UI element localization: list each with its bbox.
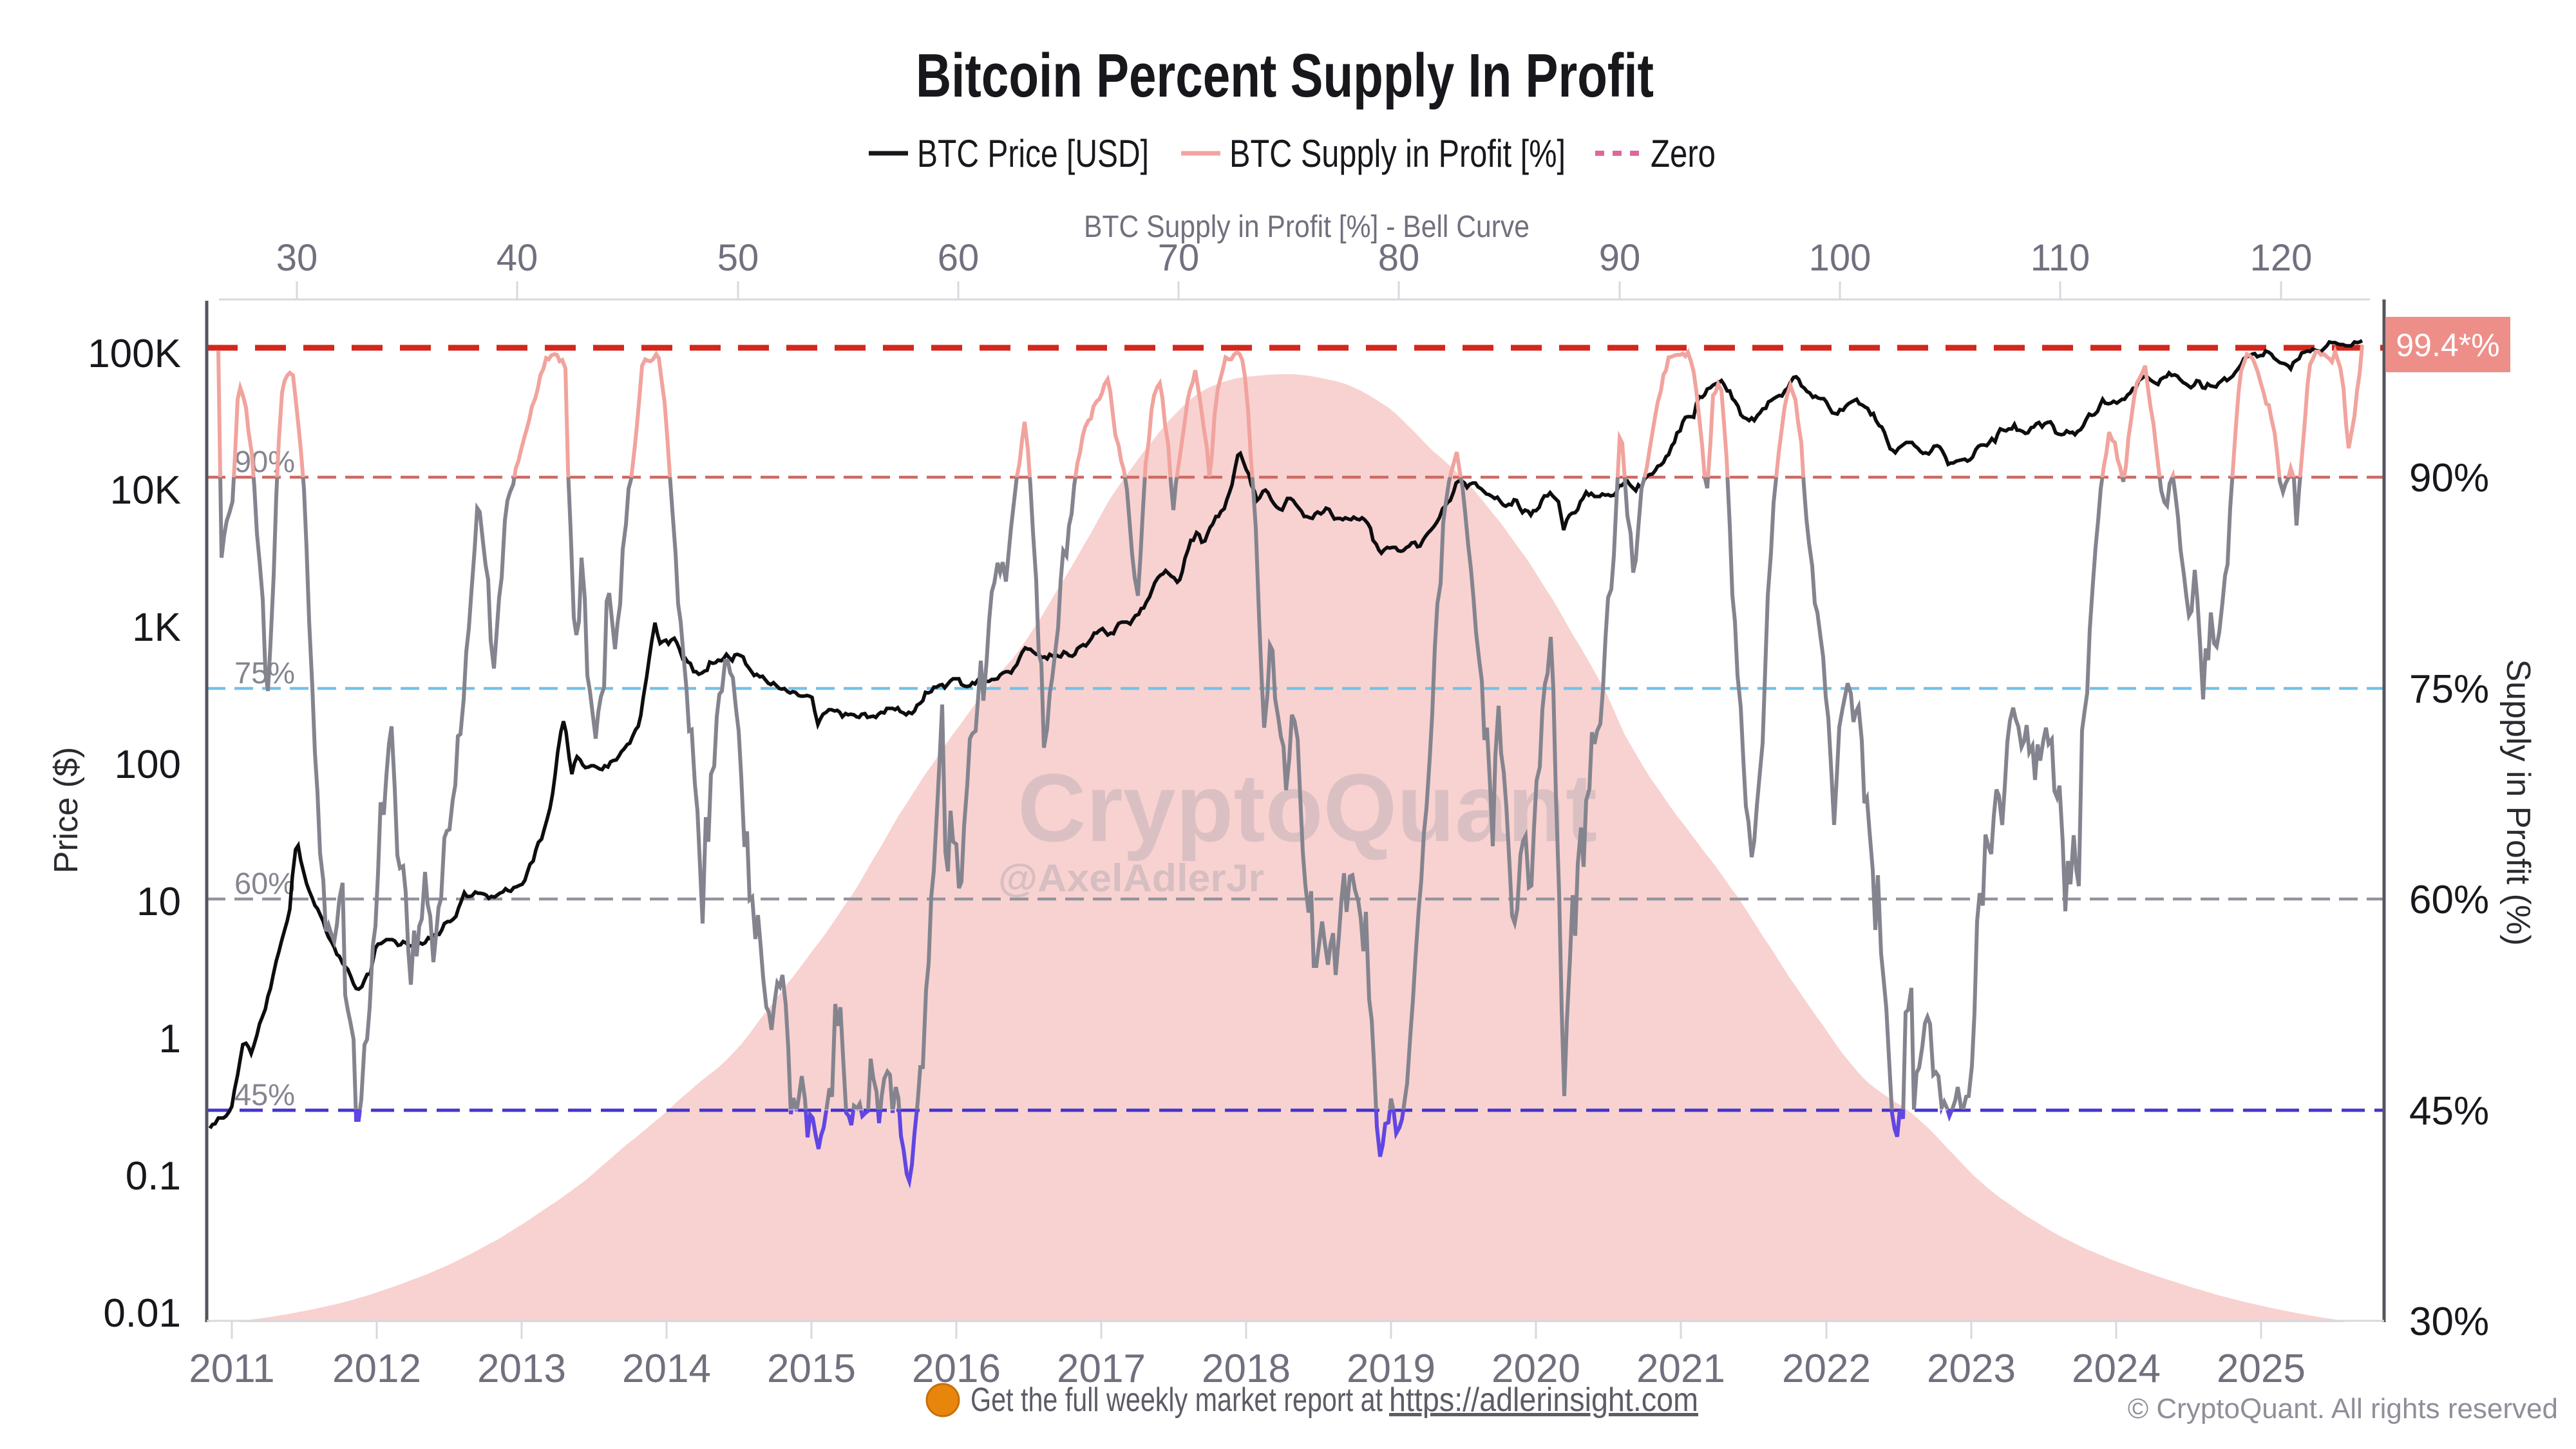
- svg-text:120: 120: [2250, 237, 2313, 279]
- svg-text:© CryptoQuant. All rights rese: © CryptoQuant. All rights reserved: [2128, 1393, 2558, 1425]
- svg-text:2014: 2014: [622, 1347, 711, 1391]
- svg-text:https://adlerinsight.com: https://adlerinsight.com: [1389, 1381, 1698, 1419]
- svg-text:2025: 2025: [2217, 1347, 2306, 1391]
- svg-text:Get the full weekly market rep: Get the full weekly market report at: [971, 1381, 1383, 1419]
- svg-text:0.01: 0.01: [103, 1291, 181, 1336]
- svg-text:99.4*%: 99.4*%: [2396, 327, 2499, 363]
- svg-text:50: 50: [717, 237, 759, 279]
- svg-text:2016: 2016: [912, 1347, 1001, 1391]
- svg-text:1: 1: [159, 1017, 181, 1061]
- svg-text:2023: 2023: [1927, 1347, 2016, 1391]
- svg-text:2015: 2015: [767, 1347, 856, 1391]
- svg-text:30: 30: [276, 237, 318, 279]
- svg-text:2018: 2018: [1202, 1347, 1291, 1391]
- svg-text:Supply in Profit (%): Supply in Profit (%): [2499, 659, 2537, 945]
- svg-text:2022: 2022: [1782, 1347, 1871, 1391]
- svg-text:100: 100: [115, 743, 181, 787]
- svg-text:Bitcoin Percent Supply In Prof: Bitcoin Percent Supply In Profit: [916, 41, 1654, 110]
- svg-text:45%: 45%: [2409, 1089, 2489, 1133]
- svg-text:45%: 45%: [234, 1077, 295, 1112]
- svg-text:2020: 2020: [1492, 1347, 1580, 1391]
- svg-text:100: 100: [1809, 237, 1871, 279]
- svg-text:Zero: Zero: [1651, 132, 1716, 175]
- svg-text:30%: 30%: [2409, 1300, 2489, 1344]
- svg-text:Price ($): Price ($): [48, 747, 85, 873]
- svg-text:BTC Supply in Profit [%]: BTC Supply in Profit [%]: [1229, 132, 1566, 175]
- svg-text:75%: 75%: [2409, 667, 2489, 712]
- svg-text:2021: 2021: [1636, 1347, 1725, 1391]
- svg-text:110: 110: [2031, 237, 2090, 279]
- svg-text:90%: 90%: [2409, 456, 2489, 500]
- svg-text:2011: 2011: [189, 1347, 274, 1391]
- svg-text:90%: 90%: [234, 444, 295, 478]
- svg-text:2013: 2013: [477, 1347, 566, 1391]
- svg-text:10: 10: [137, 880, 181, 924]
- svg-text:CryptoQuant: CryptoQuant: [1018, 753, 1597, 862]
- svg-text:2012: 2012: [332, 1347, 421, 1391]
- svg-text:60%: 60%: [234, 866, 295, 900]
- svg-text:1K: 1K: [132, 605, 181, 650]
- svg-text:90: 90: [1599, 237, 1641, 279]
- svg-text:80: 80: [1378, 237, 1420, 279]
- svg-text:0.1: 0.1: [126, 1154, 181, 1198]
- svg-text:BTC Price [USD]: BTC Price [USD]: [917, 132, 1149, 175]
- svg-text:BTC Supply in Profit [%] - Bel: BTC Supply in Profit [%] - Bell Curve: [1084, 210, 1530, 244]
- svg-text:10K: 10K: [110, 468, 181, 513]
- svg-text:40: 40: [497, 237, 538, 279]
- svg-text:60%: 60%: [2409, 878, 2489, 922]
- svg-text:2024: 2024: [2072, 1347, 2161, 1391]
- svg-text:100K: 100K: [88, 332, 181, 376]
- svg-text:70: 70: [1158, 237, 1200, 279]
- svg-text:@AxelAdlerJr: @AxelAdlerJr: [998, 857, 1264, 900]
- svg-text:2017: 2017: [1057, 1347, 1146, 1391]
- svg-text:2019: 2019: [1347, 1347, 1435, 1391]
- svg-text:60: 60: [938, 237, 980, 279]
